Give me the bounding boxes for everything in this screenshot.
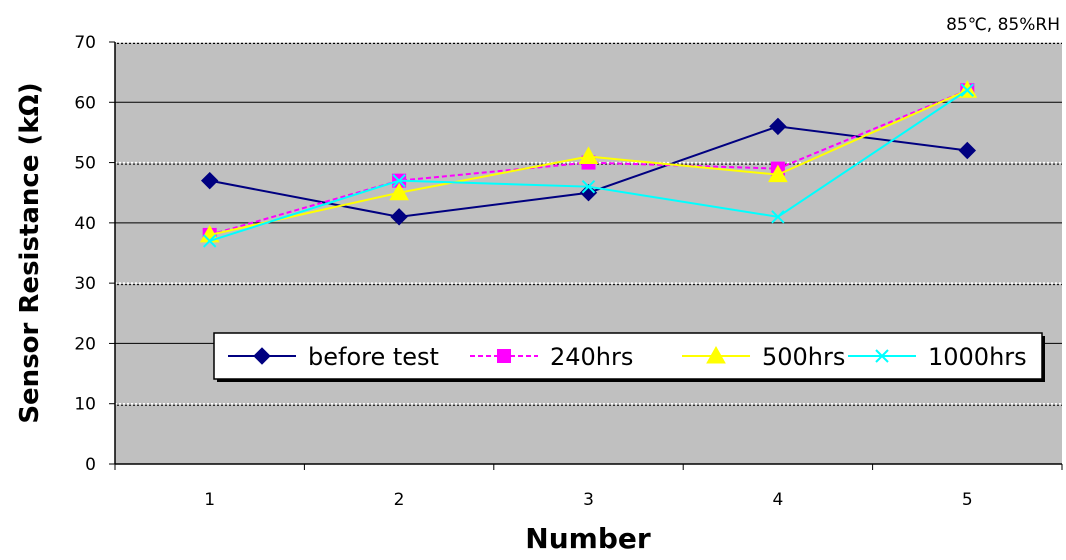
legend-label: before test [308, 343, 439, 371]
condition-annotation: 85℃, 85%RH [946, 15, 1060, 35]
plot-area [115, 42, 1062, 464]
data-point-stroke [392, 173, 406, 188]
y-tick-label: 20 [74, 334, 96, 354]
legend-marker [497, 349, 511, 363]
data-point [392, 173, 406, 188]
legend: before test 240hrs 500hrs 1000hrs [213, 332, 1045, 382]
legend-label: 240hrs [550, 343, 633, 371]
y-tick-label: 0 [85, 455, 96, 475]
data-point [958, 141, 977, 160]
legend-marker [875, 349, 889, 363]
y-axis-title: Sensor Resistance (kΩ) [15, 82, 45, 423]
legend-entry: 240hrs [470, 343, 633, 371]
data-point [200, 171, 219, 190]
data-point-stroke [202, 234, 217, 248]
x-tick-label: 3 [583, 490, 594, 510]
data-point [389, 182, 409, 201]
data-point [581, 179, 596, 194]
legend-label: 1000hrs [928, 343, 1027, 371]
data-point [579, 184, 598, 202]
data-point-stroke [960, 83, 975, 97]
series-before-test [200, 117, 977, 226]
x-tick-label: 5 [962, 490, 973, 510]
data-point-stroke [581, 179, 596, 194]
series-1000hrs [202, 83, 975, 248]
axes: 0 10 20 30 40 50 60 70 1 2 3 4 5 [74, 33, 1063, 510]
legend-entry: 1000hrs [848, 343, 1027, 371]
x-axis-title: Number [525, 522, 651, 555]
y-tick-label: 10 [74, 395, 96, 415]
data-point [578, 146, 599, 165]
legend-entry: 500hrs [682, 343, 845, 371]
data-point [960, 83, 975, 97]
y-tick-label: 60 [74, 93, 96, 113]
y-tick-label: 50 [74, 154, 96, 174]
data-point [771, 210, 785, 224]
legend-marker [253, 347, 271, 365]
y-tick-label: 40 [74, 214, 96, 234]
legend-label: 500hrs [762, 343, 845, 371]
data-point [768, 164, 788, 183]
data-point [769, 117, 787, 136]
series-lines [199, 80, 978, 248]
series-500hrs [199, 80, 978, 243]
legend-entry: before test [228, 343, 439, 371]
data-point [202, 234, 217, 248]
y-tick-label: 70 [74, 33, 96, 53]
data-point [390, 208, 408, 226]
y-tick-label: 30 [74, 274, 96, 294]
x-tick-label: 2 [394, 490, 405, 510]
legend-marker [706, 345, 726, 364]
x-tick-label: 4 [772, 490, 783, 510]
data-point-stroke [771, 210, 785, 224]
legend-marker-stroke [875, 349, 889, 363]
x-tick-label: 1 [204, 490, 215, 510]
